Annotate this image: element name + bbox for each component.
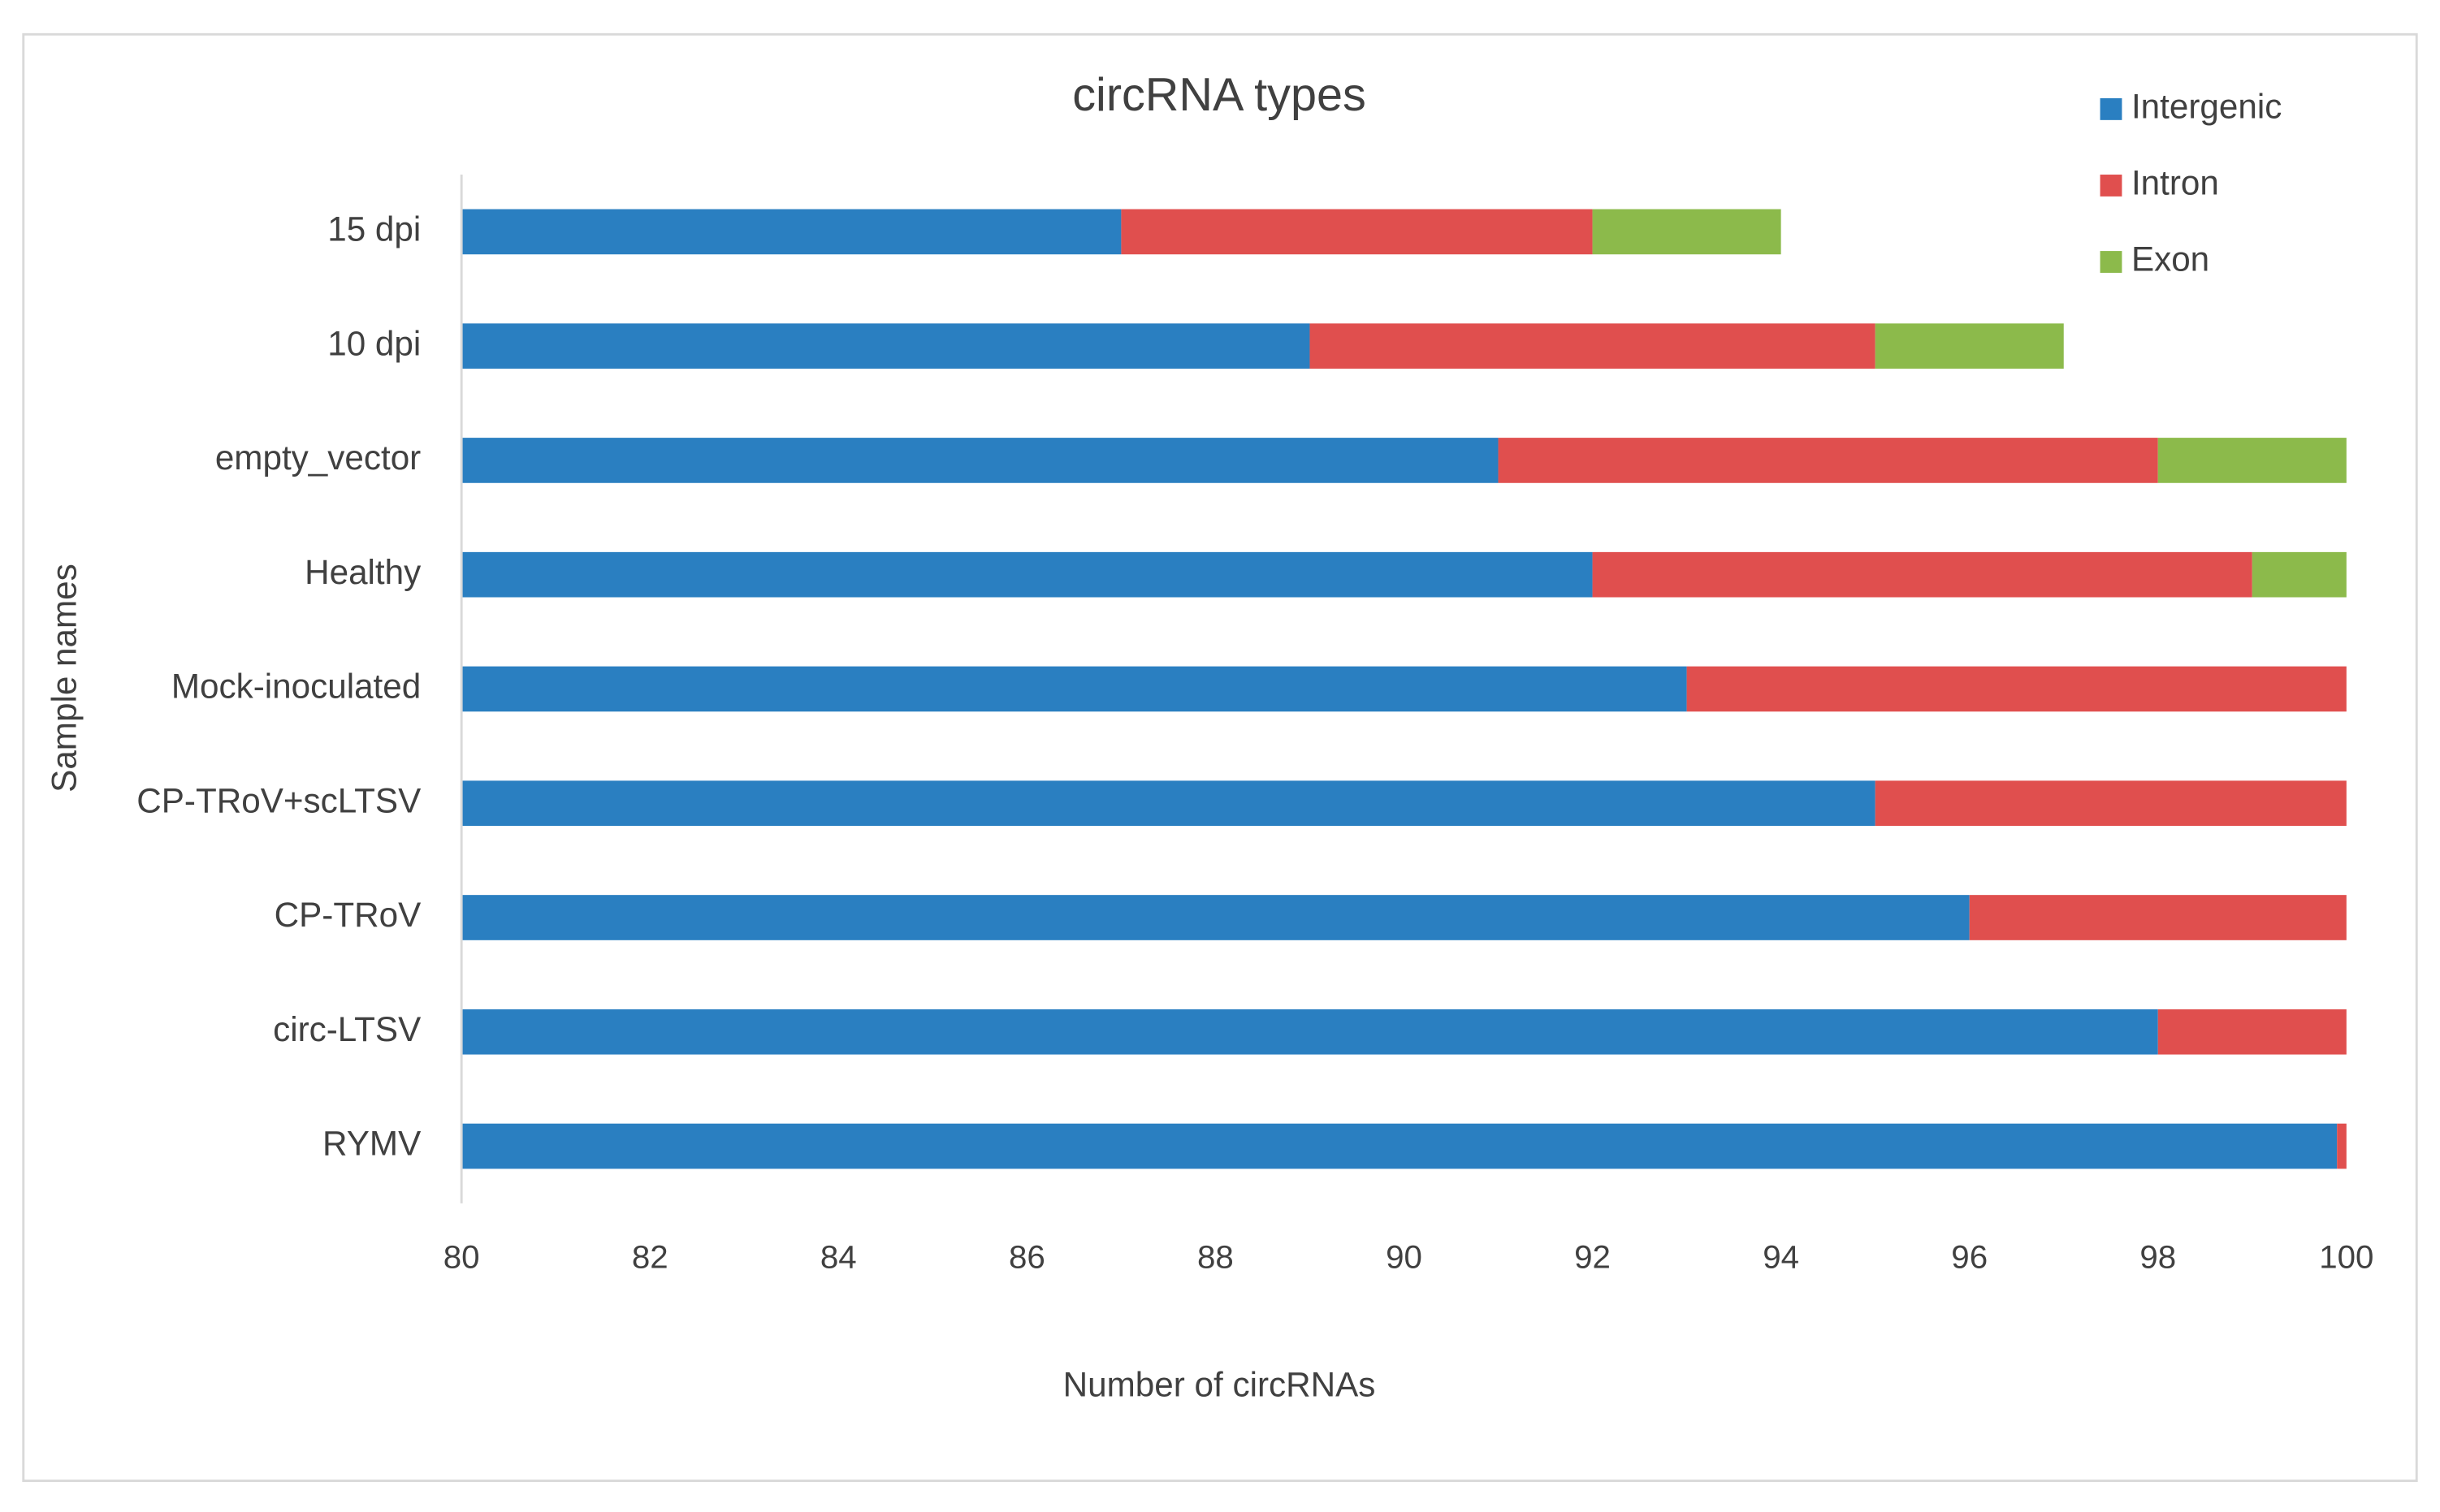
x-tick-label: 88 <box>1197 1239 1234 1276</box>
x-tick-label: 96 <box>1951 1239 1988 1276</box>
bar-segment <box>461 551 1593 598</box>
x-tick-label: 80 <box>443 1239 480 1276</box>
bar-segment <box>2157 1009 2347 1055</box>
bar-segment <box>2337 1123 2347 1169</box>
y-axis-label: Sample names <box>45 564 84 793</box>
bar-segment <box>1592 209 1781 255</box>
y-tick-label: RYMV <box>322 1125 421 1163</box>
bar-segment <box>1592 551 2252 598</box>
x-tick-label: 98 <box>2139 1239 2176 1276</box>
bar-segment <box>2252 551 2347 598</box>
bar-segment <box>461 438 1499 483</box>
bar-segment <box>461 323 1310 369</box>
x-tick-label: 92 <box>1574 1239 1611 1276</box>
legend-label: Intron <box>2131 164 2219 202</box>
x-tick-label: 84 <box>820 1239 857 1276</box>
legend-label: Intergenic <box>2131 88 2282 126</box>
bar-segment <box>461 1009 2158 1055</box>
bar-segment <box>1498 438 2158 483</box>
bar-segment <box>461 895 1970 940</box>
bar-segment <box>461 780 1875 827</box>
bar-segment <box>461 1123 2338 1169</box>
y-tick-label: empty_vector <box>215 438 421 477</box>
legend-swatch <box>2100 97 2122 120</box>
y-tick-label: CP-TRoV <box>275 896 422 934</box>
x-tick-label: 82 <box>632 1239 668 1276</box>
bar-segment <box>1969 895 2347 940</box>
x-tick-label: 86 <box>1009 1239 1045 1276</box>
bar-segment <box>2157 438 2347 483</box>
legend-swatch <box>2100 251 2122 273</box>
bar-segment <box>1121 209 1593 255</box>
y-tick-label: 10 dpi <box>327 324 421 362</box>
y-tick-label: 15 dpi <box>327 210 421 248</box>
x-tick-label: 100 <box>2319 1239 2373 1276</box>
bar-segment <box>461 209 1122 255</box>
x-tick-label: 90 <box>1386 1239 1422 1276</box>
bar-segment <box>1686 666 2347 712</box>
y-tick-label: circ-LTSV <box>273 1010 421 1048</box>
legend-label: Exon <box>2131 240 2209 279</box>
chart-title: circRNA types <box>1072 69 1366 121</box>
chart-frame <box>22 32 2418 1483</box>
bar-segment <box>1309 323 1875 369</box>
y-tick-label: Healthy <box>305 553 422 591</box>
bar-segment <box>1875 780 2347 827</box>
legend-swatch <box>2100 175 2122 197</box>
x-tick-label: 94 <box>1763 1239 1799 1276</box>
y-tick-label: Mock-inoculated <box>171 667 421 706</box>
bar-segment <box>461 666 1687 712</box>
y-tick-label: CP-TRoV+scLTSV <box>136 781 421 819</box>
bar-segment <box>1875 323 2064 369</box>
x-axis-label: Number of circRNAs <box>1063 1366 1376 1404</box>
